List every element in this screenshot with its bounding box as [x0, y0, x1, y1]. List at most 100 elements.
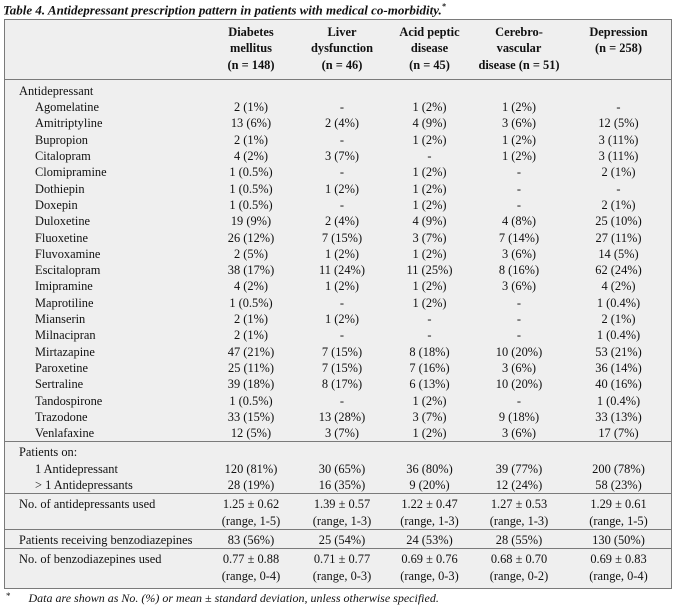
data-cell: 7 (15%) [321, 360, 363, 375]
data-cell: 8 (17%) [321, 377, 363, 392]
data-cell: 7 (15%) [321, 344, 363, 359]
data-cell: - [516, 295, 522, 310]
data-cell: 2 (1%) [233, 312, 269, 327]
table-row: Milnacipran 2 (1%) - - - 1 (0.4%) [5, 327, 671, 343]
table-row: Trazodone 33 (15%) 13 (28%) 3 (7%) 9 (18%) 33… [5, 409, 671, 425]
data-cell: 0.77 ± 0.88 [205, 548, 297, 568]
section-header-row: Antidepressant [5, 79, 671, 99]
empty-cell [5, 513, 205, 530]
row-label: Doxepin [35, 197, 78, 212]
data-cell: 1 (2%) [412, 426, 447, 441]
data-cell: 1.25 ± 0.62 [205, 493, 297, 513]
data-cell: 17 (7%) [598, 426, 639, 441]
row-label: Escitalopram [35, 263, 101, 278]
data-cell: 1 (2%) [324, 246, 360, 261]
row-label: Fluvoxamine [35, 246, 101, 261]
data-cell: 26 (12%) [227, 230, 275, 245]
data-cell: - [339, 328, 345, 343]
data-cell: 0.69 ± 0.76 [387, 548, 472, 568]
data-cell: 4 (9%) [412, 214, 447, 229]
data-cell: 0.68 ± 0.70 [472, 548, 566, 568]
data-cell: 2 (4%) [324, 214, 360, 229]
row-label: No. of antidepressants used [5, 493, 205, 513]
table-row: Citalopram 4 (2%) 3 (7%) - 1 (2%) 3 (11%) [5, 148, 671, 164]
data-cell: 36 (80%) [406, 461, 453, 476]
data-cell: - [339, 197, 345, 212]
data-cell: 4 (9%) [412, 116, 447, 131]
data-cell: 11 (24%) [319, 263, 365, 278]
data-cell: 8 (18%) [409, 344, 450, 359]
row-label: Mianserin [35, 312, 86, 327]
data-cell: 33 (13%) [595, 409, 642, 424]
data-cell: 10 (20%) [495, 344, 543, 359]
table-row: Mianserin 2 (1%) 1 (2%) - - 2 (1%) [5, 311, 671, 327]
table-row: (range, 0-4) (range, 0-3) (range, 0-3) (… [5, 568, 671, 584]
data-cell: 40 (16%) [595, 377, 642, 392]
row-label: No. of benzodiazepines used [5, 548, 205, 568]
data-cell: - [516, 312, 522, 327]
data-cell: 1 (2%) [412, 393, 447, 408]
table-row: Fluvoxamine 2 (5%) 1 (2%) 1 (2%) 3 (6%) 14 (5… [5, 246, 671, 262]
data-cell: 30 (65%) [318, 461, 366, 476]
data-cell: 1 (2%) [324, 312, 360, 327]
data-cell: 2 (1%) [233, 132, 269, 147]
data-cell: 8 (16%) [498, 263, 540, 278]
data-cell: (range, 0-3) [400, 568, 459, 583]
data-cell: 1.22 ± 0.47 [387, 493, 472, 513]
table-row: (range, 1-5) (range, 1-3) (range, 1-3) (… [5, 513, 671, 530]
data-cell: 2 (1%) [233, 100, 269, 115]
data-cell: 12 (24%) [495, 478, 543, 493]
data-cell: 33 (15%) [227, 409, 275, 424]
data-cell: 2 (1%) [601, 165, 636, 180]
data-cell: 1 (2%) [412, 246, 447, 261]
data-cell: 1 (2%) [412, 100, 447, 115]
table-row: Patients receiving benzodiazepines 83 (5… [5, 528, 671, 549]
table-row: Agomelatine 2 (1%) - 1 (2%) 1 (2%) - [5, 99, 671, 115]
table-footnote: * Data are shown as No. (%) or mean ± sta… [6, 591, 439, 606]
data-cell: 11 (25%) [406, 263, 453, 278]
data-cell: (range, 0-2) [489, 568, 549, 583]
data-cell: 2 (4%) [324, 116, 360, 131]
data-cell: 1 (2%) [412, 295, 447, 310]
footnote-mark: * [6, 591, 11, 601]
table-row: Paroxetine 25 (11%) 7 (15%) 7 (16%) 3 (6%) 36… [5, 360, 671, 376]
data-cell: 4 (2%) [233, 149, 269, 164]
row-label: Amitriptyline [35, 116, 103, 131]
table-row: Maprotiline 1 (0.5%) - 1 (2%) - 1 (0.4%) [5, 295, 671, 311]
antidepressant-section: Antidepressant Agomelatine 2 (1%) -1 (2%) 1… [5, 79, 671, 442]
data-cell: 6 (13%) [409, 377, 450, 392]
data-cell: 7 (16%) [409, 360, 450, 375]
table-row: Dothiepin 1 (0.5%) 1 (2%) 1 (2%) - - [5, 181, 671, 197]
column-header: Acid peptic disease (n = 45) [399, 25, 460, 72]
data-cell: 4 (2%) [233, 279, 269, 294]
data-cell: 13 (28%) [318, 409, 366, 424]
table-row: No. of antidepressants used 1.25 ± 0.62 … [5, 493, 671, 513]
table-row: Duloxetine 19 (9%) 2 (4%) 4 (9%) 4 (8%) 25 (1… [5, 213, 671, 229]
data-cell: 39 (77%) [495, 461, 543, 476]
data-cell: 1 (2%) [324, 279, 360, 294]
row-label: Agomelatine [35, 100, 99, 115]
row-label: 1 Antidepressant [35, 461, 118, 476]
table-container: Diabetes mellitus (n = 148) Liver dysfuncti… [4, 19, 672, 589]
data-cell: 27 (11%) [595, 230, 642, 245]
data-cell: 1 (0.5%) [229, 393, 273, 408]
data-cell: 1 (0.4%) [596, 295, 641, 310]
data-cell: 3 (6%) [501, 426, 537, 441]
data-cell: 2 (1%) [233, 328, 269, 343]
data-cell: - [516, 328, 522, 343]
row-label: Bupropion [35, 132, 89, 147]
table-row: Venlafaxine 12 (5%) 3 (7%) 1 (2%) 3 (6%) 17 (… [5, 425, 671, 442]
data-cell: - [516, 197, 522, 212]
row-label: Paroxetine [35, 360, 88, 375]
data-cell: 1.39 ± 0.57 [297, 493, 387, 513]
table-row: Clomipramine 1 (0.5%) - 1 (2%) - 2 (1%) [5, 164, 671, 180]
data-cell: 1 (0.5%) [229, 295, 273, 310]
data-cell: 9 (18%) [498, 409, 540, 424]
benzodiazepine-count-section: No. of benzodiazepines used 0.77 ± 0.88 … [5, 548, 671, 584]
table-row: 1 Antidepressant 120 (81%) 30 (65%) 36 (80%… [5, 461, 671, 477]
data-cell: 19 (9%) [230, 214, 272, 229]
data-cell: - [427, 312, 432, 327]
data-cell: (range, 0-4) [221, 568, 281, 583]
row-label: Milnacipran [35, 328, 96, 343]
data-cell: 47 (21%) [227, 344, 275, 359]
